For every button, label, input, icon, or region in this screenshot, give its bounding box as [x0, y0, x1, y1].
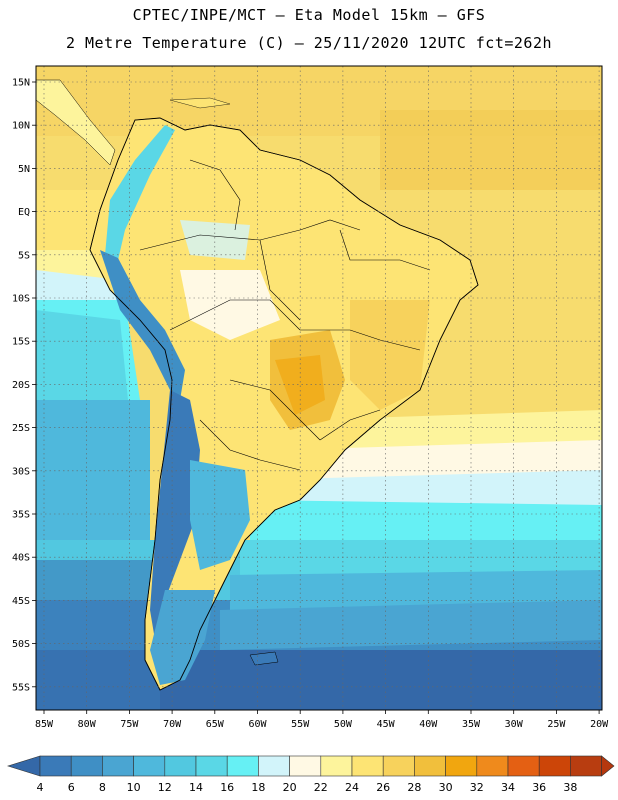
colorbar-label: 30 — [439, 781, 453, 794]
lat-lon-grid — [36, 66, 602, 710]
colorbar-swatch — [382, 755, 415, 777]
lat-label: 5S — [18, 250, 30, 261]
lon-label: 45W — [377, 719, 396, 730]
colorbar-over-arrow — [601, 755, 615, 777]
mato-grosso-hottest — [275, 355, 325, 415]
caribbean-islands — [169, 97, 231, 109]
south-america-coastline — [89, 117, 479, 691]
southeast-pacific-cold — [36, 560, 160, 710]
amazon-cool-patch — [180, 220, 250, 260]
lon-label: 80W — [78, 719, 97, 730]
colorbar-label: 18 — [251, 781, 265, 794]
lon-label: 55W — [291, 719, 310, 730]
colorbar-label: 4 — [37, 781, 44, 794]
lon-label: 25W — [547, 719, 566, 730]
central-america-landmass — [36, 79, 116, 166]
colorbar-label: 26 — [376, 781, 390, 794]
colorbar-swatch — [414, 755, 446, 777]
lat-label: 5N — [18, 164, 30, 175]
east-brazil-warm — [350, 300, 430, 410]
lat-label: 25S — [12, 423, 30, 434]
colorbar-label: 36 — [532, 781, 546, 794]
lat-label: 15N — [12, 78, 30, 89]
lat-label: 35S — [12, 510, 30, 521]
lon-label: 70W — [163, 719, 182, 730]
colorbar-label: 22 — [314, 781, 328, 794]
country-borders — [139, 159, 431, 471]
colorbar-swatch — [289, 755, 322, 777]
amazon-mild — [180, 270, 280, 340]
colorbar-label: 6 — [68, 781, 75, 794]
lon-label: 50W — [334, 719, 353, 730]
colorbar-swatch — [538, 755, 571, 777]
lat-label: 15S — [12, 337, 30, 348]
lat-label: 45S — [12, 596, 30, 607]
patagonia-cool — [190, 460, 250, 570]
colorbar-swatch — [570, 755, 602, 777]
colorbar-swatch — [258, 755, 290, 777]
colorbar-label: 10 — [127, 781, 141, 794]
lon-label: 35W — [462, 719, 481, 730]
pacific-cool-band-4 — [36, 310, 130, 420]
northern-andes-cold — [105, 125, 175, 260]
colorbar-label: 38 — [563, 781, 577, 794]
colorbar-swatch — [320, 755, 353, 777]
colorbar-label: 28 — [407, 781, 421, 794]
colorbar-swatch — [226, 755, 259, 777]
lat-label: 20S — [12, 380, 30, 391]
colorbar-label: 8 — [99, 781, 106, 794]
colorbar-label: 16 — [220, 781, 234, 794]
lat-label: 55S — [12, 682, 30, 693]
colorbar-label: 14 — [189, 781, 203, 794]
colorbar-label: 34 — [501, 781, 515, 794]
colorbar-swatch — [39, 755, 72, 777]
lat-label: 40S — [12, 553, 30, 564]
lon-label: 65W — [206, 719, 225, 730]
pacific-cool-band-5 — [36, 400, 150, 540]
colorbar-label: 32 — [470, 781, 484, 794]
lon-label: 20W — [590, 719, 609, 730]
falkland-islands — [249, 651, 279, 666]
colorbar-swatch — [507, 755, 540, 777]
tierra-del-fuego-cold — [150, 590, 215, 685]
colorbar-label: 24 — [345, 781, 359, 794]
colorbar-swatch — [445, 755, 478, 777]
colorbar-under-arrow — [6, 755, 41, 777]
map-frame — [35, 65, 603, 711]
latitude-labels: 15N 10N 5N EQ 5S 10S 15S 20S 25S 30S 35S 40S 45S 50S 5… — [12, 78, 36, 693]
longitude-labels: 85W 80W 75W 70W 65W 60W 55W 50W 45W 40W 35W 30W 25W 2… — [35, 710, 609, 730]
equatorial-atlantic-warm — [380, 110, 602, 190]
lat-label: EQ — [18, 207, 30, 218]
lon-label: 30W — [505, 719, 524, 730]
lon-label: 60W — [248, 719, 267, 730]
map-title-line-2: 2 Metre Temperature (C) – 25/11/2020 12U… — [65, 34, 553, 52]
colorbar-swatch — [102, 755, 134, 777]
colorbar-swatch — [70, 755, 103, 777]
map-title-line-1: CPTEC/INPE/MCT – Eta Model 15km – GFS — [132, 6, 486, 24]
lon-label: 40W — [419, 719, 438, 730]
lon-label: 75W — [120, 719, 139, 730]
colorbar-swatch — [164, 755, 197, 777]
colorbar-swatch — [195, 755, 228, 777]
lat-label: 10S — [12, 294, 30, 305]
colorbar-label: 12 — [158, 781, 172, 794]
southern-andes-cold — [150, 390, 200, 640]
lat-label: 50S — [12, 639, 30, 650]
atlantic-band-8 — [220, 600, 602, 650]
colorbar-swatch — [476, 755, 509, 777]
colorbar-swatch — [351, 755, 384, 777]
lon-label: 85W — [35, 719, 54, 730]
lat-label: 30S — [12, 466, 30, 477]
colorbar-label: 20 — [283, 781, 297, 794]
lat-label: 10N — [12, 121, 30, 132]
colorbar-swatch — [133, 755, 166, 777]
central-andes-cold — [100, 250, 185, 400]
